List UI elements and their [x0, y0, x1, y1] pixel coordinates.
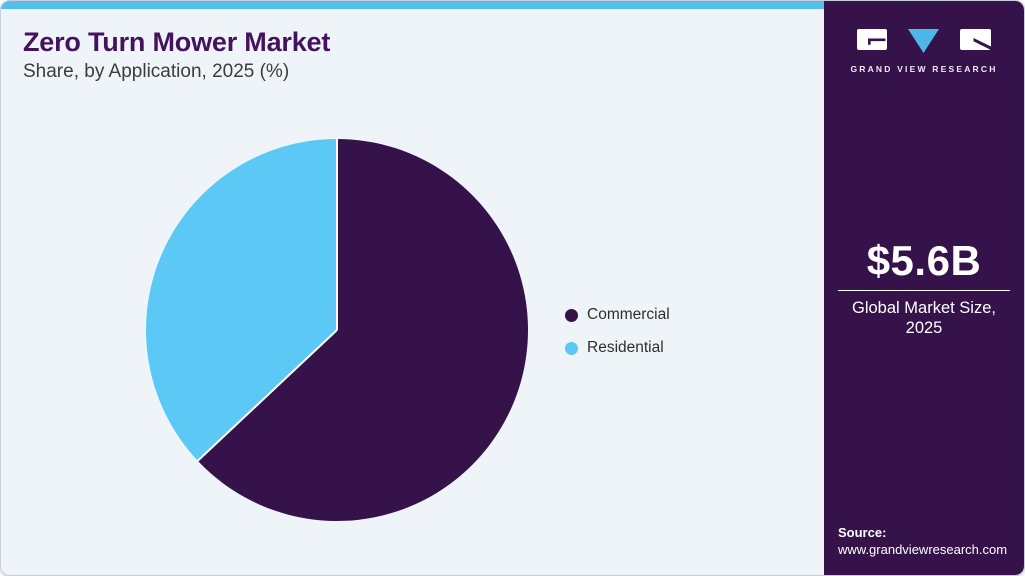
sidebar: GRAND VIEW RESEARCH $5.6B Global Market … [824, 1, 1024, 575]
logo-letter-g-icon [857, 29, 887, 50]
logo-blocks [857, 29, 991, 53]
market-size-block: $5.6B Global Market Size, 2025 [824, 237, 1024, 338]
page-subtitle: Share, by Application, 2025 (%) [23, 61, 290, 82]
chart-legend: Commercial Residential [565, 305, 670, 358]
pie-slice-separator [197, 329, 338, 462]
legend-item-residential: Residential [565, 338, 670, 358]
legend-label-commercial: Commercial [587, 306, 670, 323]
top-accent-stripe [1, 1, 824, 9]
pie-slice-commercial [197, 139, 529, 521]
market-size-label-line1: Global Market Size, [852, 299, 996, 317]
legend-swatch-residential-icon [565, 341, 578, 355]
divider [838, 290, 1010, 291]
logo-letter-r-icon [960, 29, 991, 50]
legend-item-commercial: Commercial [565, 305, 670, 325]
logo-letter-v-icon [908, 29, 939, 53]
source-label: Source: [838, 525, 887, 540]
market-size-label-line2: 2025 [905, 319, 943, 337]
market-size-label: Global Market Size, 2025 [824, 298, 1024, 338]
source-url: www.grandviewresearch.com [838, 542, 1008, 557]
brand-name: GRAND VIEW RESEARCH [850, 64, 998, 74]
legend-label-residential: Residential [587, 339, 664, 356]
page-title: Zero Turn Mower Market [23, 27, 331, 57]
pie-slice-residential [146, 139, 337, 461]
header: Zero Turn Mower Market Share, by Applica… [23, 27, 330, 84]
pie-chart [146, 139, 529, 521]
source-block: Source: www.grandviewresearch.com [838, 525, 1007, 557]
market-size-value: $5.6B [866, 237, 982, 284]
legend-swatch-commercial-icon [565, 308, 578, 322]
brand-logo: GRAND VIEW RESEARCH [824, 29, 1024, 74]
